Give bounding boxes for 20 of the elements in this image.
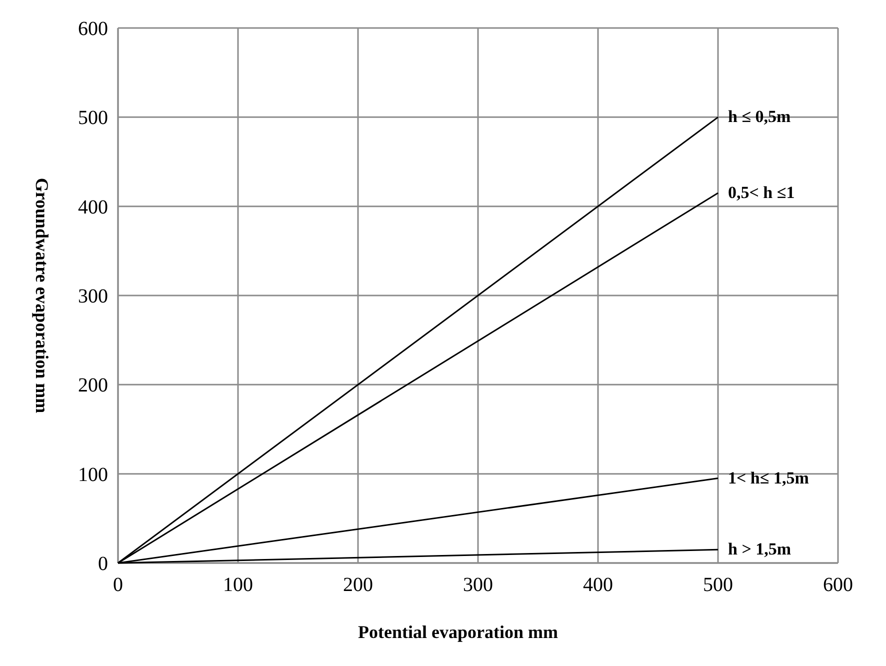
y-tick-label: 0 <box>98 553 108 575</box>
x-tick-label: 400 <box>583 574 613 596</box>
x-tick-label: 300 <box>463 574 493 596</box>
x-axis-title: Potential evaporation mm <box>358 622 558 642</box>
y-tick-label: 400 <box>78 196 108 218</box>
x-tick-label: 600 <box>823 574 853 596</box>
y-tick-label: 300 <box>78 286 108 308</box>
y-tick-label: 100 <box>78 464 108 486</box>
x-tick-label: 0 <box>113 574 123 596</box>
series-label: 1< h≤ 1,5m <box>728 468 809 488</box>
x-tick-label: 100 <box>223 574 253 596</box>
series-label: h ≤ 0,5m <box>728 107 791 126</box>
x-tick-label: 500 <box>703 574 733 596</box>
series-label: 0,5< h ≤1 <box>728 182 795 202</box>
y-tick-label: 500 <box>78 107 108 130</box>
y-tick-label: 200 <box>78 374 108 397</box>
series-label: h > 1,5m <box>728 540 792 559</box>
x-tick-label: 200 <box>343 574 373 596</box>
y-axis-title: Groundwatre evaporation mm <box>32 178 52 414</box>
y-tick-label: 600 <box>78 18 108 40</box>
